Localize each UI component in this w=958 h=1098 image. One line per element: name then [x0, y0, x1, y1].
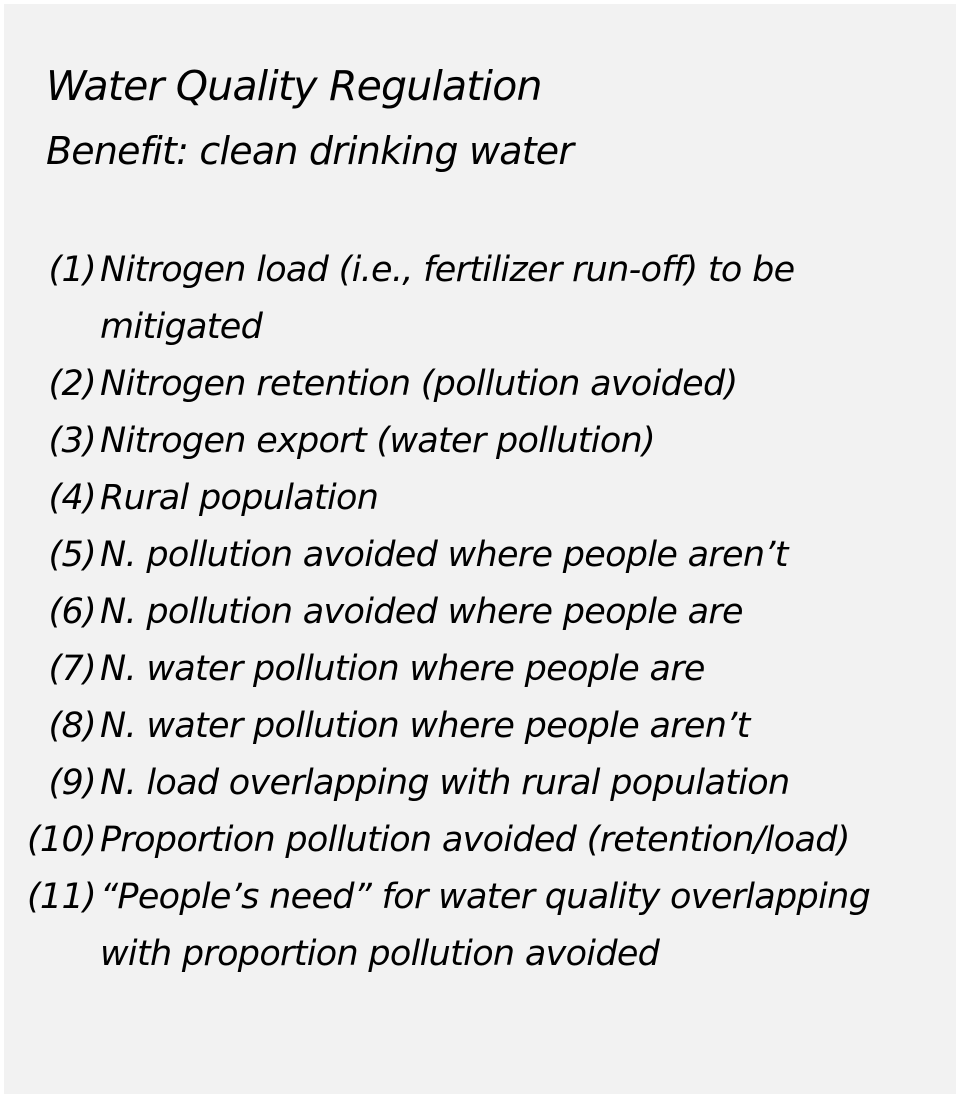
- list-item-number: (3): [48, 421, 97, 461]
- list-item-number: (1): [48, 250, 97, 290]
- list-item: (10) Proportion pollution avoided (reten…: [4, 812, 956, 869]
- list-item-text: N. load overlapping with rural populatio…: [100, 763, 790, 803]
- page-subtitle: Benefit: clean drinking water: [46, 129, 574, 173]
- numbered-list: (1) Nitrogen load (i.e., fertilizer run-…: [4, 242, 956, 983]
- list-item: (7) N. water pollution where people are: [4, 641, 956, 698]
- list-item-number: (7): [48, 649, 97, 689]
- list-item-text: Nitrogen load (i.e., fertilizer run-off)…: [100, 250, 795, 347]
- list-item-number: (8): [48, 706, 97, 746]
- list-item: (11) “People’s need” for water quality o…: [4, 869, 956, 983]
- page-title: Water Quality Regulation: [46, 62, 543, 110]
- list-item: (1) Nitrogen load (i.e., fertilizer run-…: [4, 242, 956, 356]
- list-item-text: Nitrogen retention (pollution avoided): [100, 364, 738, 404]
- list-item-text: N. pollution avoided where people are: [100, 592, 744, 632]
- list-item-text: Nitrogen export (water pollution): [100, 421, 656, 461]
- list-item: (9) N. load overlapping with rural popul…: [4, 755, 956, 812]
- list-item-text: “People’s need” for water quality overla…: [100, 877, 871, 974]
- list-item-text: Proportion pollution avoided (retention/…: [100, 820, 850, 860]
- list-item-number: (11): [26, 877, 97, 917]
- list-item-text: N. water pollution where people are: [100, 649, 705, 689]
- list-item: (2) Nitrogen retention (pollution avoide…: [4, 356, 956, 413]
- list-item-number: (4): [48, 478, 97, 518]
- list-item-number: (2): [48, 364, 97, 404]
- list-item-text: N. pollution avoided where people aren’t: [100, 535, 789, 575]
- list-item: (6) N. pollution avoided where people ar…: [4, 584, 956, 641]
- slide-panel: Water Quality Regulation Benefit: clean …: [4, 4, 956, 1094]
- list-item-number: (10): [26, 820, 97, 860]
- list-item: (4) Rural population: [4, 470, 956, 527]
- list-item-number: (5): [48, 535, 97, 575]
- list-item-number: (9): [48, 763, 97, 803]
- list-item-text: Rural population: [100, 478, 379, 518]
- list-item: (3) Nitrogen export (water pollution): [4, 413, 956, 470]
- list-item: (8) N. water pollution where people aren…: [4, 698, 956, 755]
- list-item-text: N. water pollution where people aren’t: [100, 706, 750, 746]
- list-item-number: (6): [48, 592, 97, 632]
- list-item: (5) N. pollution avoided where people ar…: [4, 527, 956, 584]
